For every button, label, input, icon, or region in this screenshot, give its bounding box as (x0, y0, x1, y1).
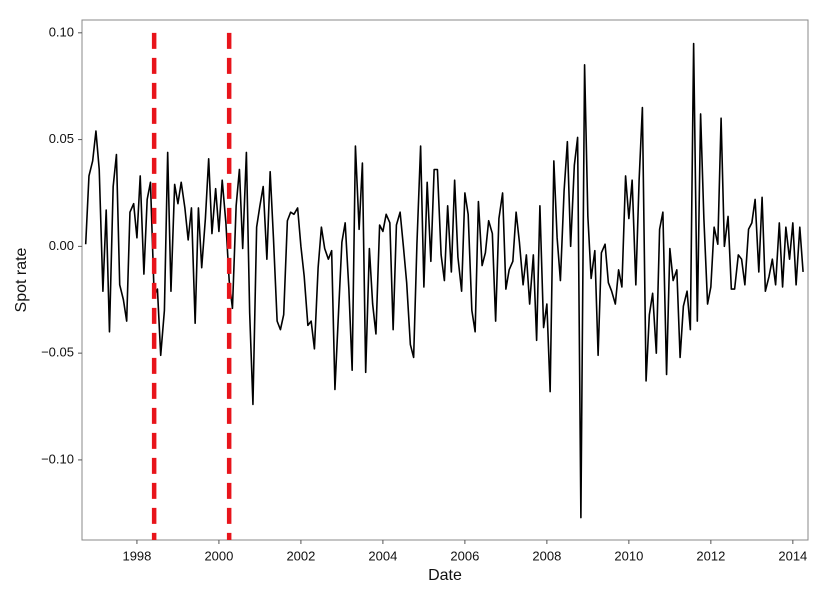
x-tick-label: 2006 (450, 548, 479, 563)
y-tick-label: 0.05 (49, 131, 74, 146)
x-tick-label: 2010 (614, 548, 643, 563)
x-tick-label: 2014 (778, 548, 807, 563)
x-tick-label: 2012 (696, 548, 725, 563)
y-tick-label: −0.10 (41, 451, 74, 466)
y-tick-label: 0.10 (49, 24, 74, 39)
y-axis-title: Spot rate (13, 247, 30, 312)
x-tick-label: 1998 (122, 548, 151, 563)
y-tick-label: 0.00 (49, 238, 74, 253)
x-axis-title: Date (428, 567, 462, 584)
data-line (84, 42, 804, 519)
x-tick-label: 2000 (204, 548, 233, 563)
x-tick-label: 2008 (532, 548, 561, 563)
y-tick-label: −0.05 (41, 345, 74, 360)
x-tick-label: 2002 (286, 548, 315, 563)
x-tick-label: 2004 (368, 548, 397, 563)
